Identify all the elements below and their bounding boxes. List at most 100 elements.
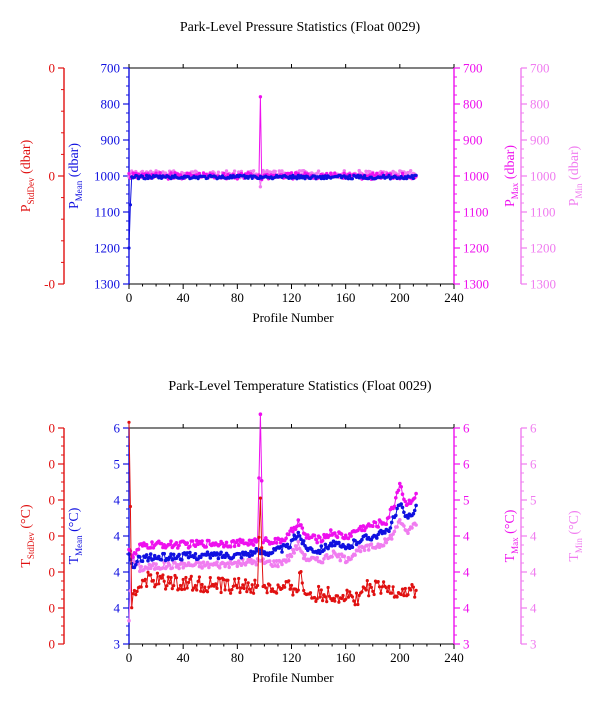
temperature-stddev-point xyxy=(260,546,264,550)
max-axis-label-sub: Max xyxy=(510,537,520,554)
temperature-max-point xyxy=(296,518,301,522)
max-tick-label: 1200 xyxy=(463,241,489,256)
temperature-max-point xyxy=(272,540,276,545)
temperature-min-point xyxy=(345,559,349,564)
mean-tick-label: 800 xyxy=(101,97,121,112)
temperature-min-point xyxy=(349,557,353,561)
pressure-mean-point xyxy=(405,177,409,181)
temperature-min-point xyxy=(392,529,397,534)
chart-title: Park-Level Pressure Statistics (Float 00… xyxy=(180,20,421,35)
mean-tick-label: 1300 xyxy=(94,277,120,292)
temperature-stddev-point xyxy=(180,587,184,592)
temperature-max-point xyxy=(204,545,208,549)
temperature-min-point xyxy=(356,548,360,553)
temperature-max-point xyxy=(238,537,242,542)
pressure-mean-point xyxy=(250,176,254,180)
temperature-mean-point xyxy=(383,531,387,535)
pressure-max-point xyxy=(158,171,162,175)
pressure-max-point xyxy=(222,171,226,176)
min-tick-label: 1100 xyxy=(530,205,556,220)
temperature-max-point xyxy=(314,537,318,542)
temperature-stddev-point xyxy=(319,588,323,592)
temperature-stddev-point xyxy=(173,573,177,578)
x-tick-label: 240 xyxy=(444,290,464,305)
temperature-stddev-point xyxy=(414,588,418,593)
temperature-stddev-point xyxy=(219,590,223,595)
temperature-max-point xyxy=(406,502,410,506)
temperature-stddev-point xyxy=(352,599,356,603)
temperature-max-point xyxy=(394,496,398,500)
temperature-min-point xyxy=(235,564,240,569)
pressure-max-point xyxy=(154,171,158,175)
temperature-stddev-point xyxy=(395,595,399,599)
temperature-min-point xyxy=(330,555,334,559)
temperature-min-point xyxy=(303,552,307,557)
temperature-max-point xyxy=(162,543,166,547)
temperature-max-point xyxy=(232,544,237,549)
max-tick-label: 4 xyxy=(463,601,470,616)
temperature-stddev-point xyxy=(326,585,330,590)
temperature-mean-point xyxy=(127,552,131,556)
temperature-stddev-point xyxy=(323,595,327,599)
x-tick-label: 200 xyxy=(390,650,410,665)
temperature-max-point xyxy=(177,543,181,548)
temperature-stddev-point xyxy=(143,577,147,582)
temperature-stddev-point xyxy=(365,579,369,583)
stddev-tick-label: 0 xyxy=(49,61,56,76)
temperature-mean-point xyxy=(292,533,297,537)
pressure-mean-point xyxy=(356,173,360,177)
temperature-min-point xyxy=(338,558,343,563)
temperature-max-point xyxy=(207,538,211,543)
temperature-stddev-point xyxy=(223,588,227,592)
temperature-min-point xyxy=(292,551,297,555)
mean-tick-label: 4 xyxy=(114,565,121,580)
pressure-mean-point xyxy=(363,174,367,178)
temperature-min-point xyxy=(406,531,410,535)
pressure-mean-point xyxy=(321,174,325,178)
temperature-max-point xyxy=(259,479,264,483)
min-tick-label: 1000 xyxy=(530,169,556,184)
temperature-stddev-point xyxy=(238,590,242,595)
stddev-axis-label: TStdDev (°C) xyxy=(19,504,36,568)
temperature-mean-point xyxy=(326,546,330,551)
temperature-mean-point xyxy=(333,543,337,548)
temperature-mean-point xyxy=(285,542,290,547)
temperature-mean-point xyxy=(262,550,267,554)
temperature-stddev-point xyxy=(214,582,218,586)
temperature-stddev-point xyxy=(283,585,287,589)
temperature-mean-point xyxy=(249,549,253,554)
pressure-max-point xyxy=(246,171,250,175)
temperature-max-point xyxy=(342,536,347,541)
pressure-mean-point xyxy=(227,176,231,180)
temperature-stddev-point xyxy=(294,587,298,591)
temperature-min-point xyxy=(381,543,386,548)
x-tick-label: 0 xyxy=(126,650,133,665)
max-tick-label: 1000 xyxy=(463,169,489,184)
temperature-stddev-point xyxy=(270,587,275,591)
temperature-stddev-point xyxy=(184,575,188,580)
temperature-mean-point xyxy=(204,553,208,557)
temperature-stddev-point xyxy=(368,582,372,587)
temperature-max-point xyxy=(246,543,250,547)
temperature-stddev-point xyxy=(226,578,230,582)
temperature-mean-point xyxy=(146,558,150,563)
temperature-max-point xyxy=(318,535,322,540)
temperature-mean-point xyxy=(322,548,326,552)
mean-tick-label: 700 xyxy=(101,61,121,76)
temperature-stddev-point xyxy=(317,584,321,589)
temperature-stddev-point xyxy=(218,577,222,581)
temperature-max-point xyxy=(335,535,340,540)
pressure-min-point xyxy=(149,169,153,173)
temperature-min-point xyxy=(239,563,244,567)
pressure-max-point xyxy=(127,171,131,176)
mean-axis-label-text: TMean (°C) xyxy=(67,507,84,564)
max-axis-label-text: TMax (°C) xyxy=(503,509,520,562)
temperature-mean-point xyxy=(151,557,156,561)
temperature-min-point xyxy=(205,560,210,565)
temperature-stddev-point xyxy=(234,583,238,588)
temperature-max-point xyxy=(200,539,204,543)
temperature-mean-point xyxy=(253,551,257,555)
temperature-stddev-point xyxy=(215,586,219,591)
temperature-min-point xyxy=(388,533,393,538)
temperature-mean-point xyxy=(400,505,405,510)
